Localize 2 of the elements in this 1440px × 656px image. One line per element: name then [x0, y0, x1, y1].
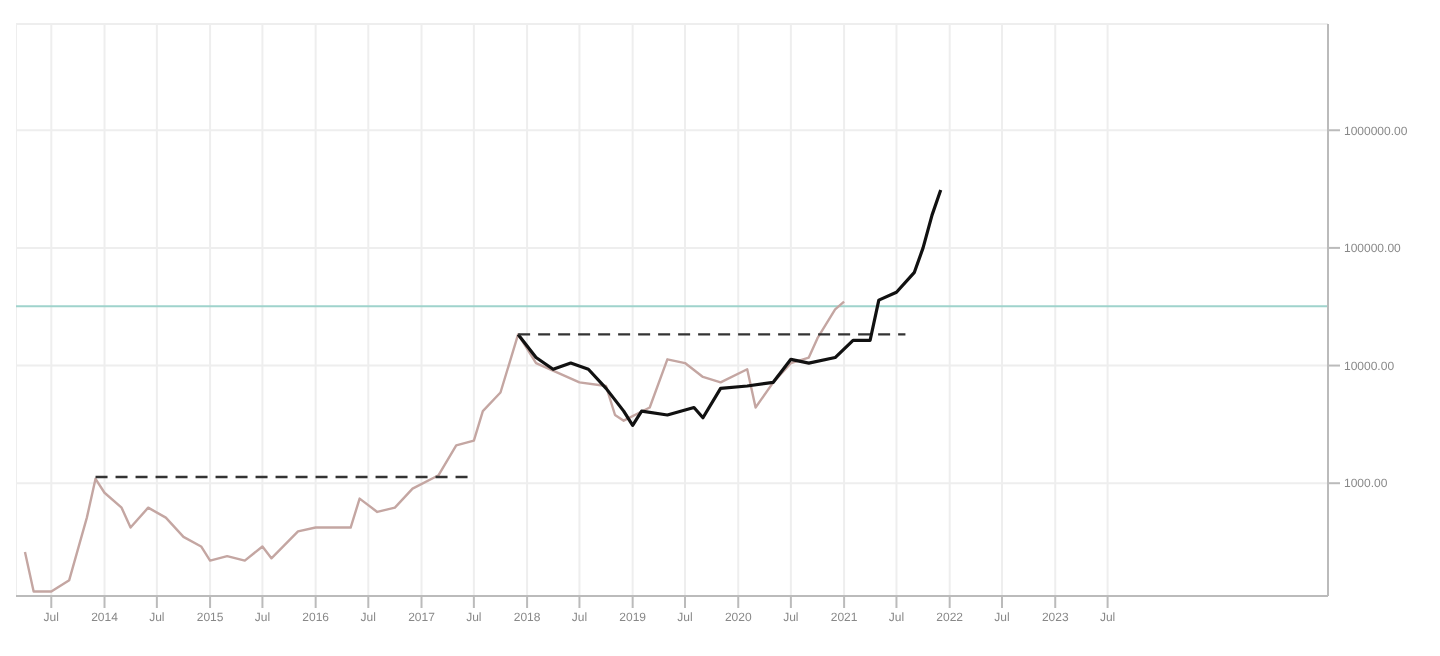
line-series — [23, 300, 846, 593]
line-series — [516, 188, 943, 427]
